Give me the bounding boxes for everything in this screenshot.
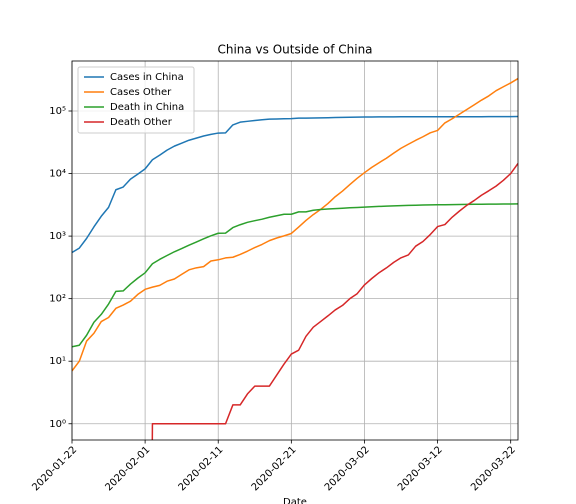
y-tick-label: 10⁰ [49, 419, 66, 430]
x-axis-label: Date [283, 497, 307, 504]
series-line [72, 115, 518, 254]
legend-label: Death Other [110, 117, 173, 128]
y-tick-label: 10⁴ [49, 169, 66, 180]
legend-box [77, 66, 195, 134]
series-line [151, 163, 518, 440]
legend: Cases in China Cases Other Death in China D… [77, 66, 195, 134]
y-tick-label: 10³ [49, 231, 66, 242]
chart-title: China vs Outside of China [217, 43, 372, 57]
legend-label: Cases in China [110, 72, 184, 83]
plot-area [72, 77, 518, 440]
series-line [72, 203, 518, 348]
axes-frame [71, 60, 519, 441]
y-tick-label: 10² [49, 294, 66, 305]
y-tick-label: 10⁵ [49, 106, 66, 117]
y-tick-label: 10¹ [49, 356, 66, 367]
series-line [72, 77, 518, 372]
legend-label: Cases Other [110, 87, 172, 98]
legend-label: Death in China [110, 102, 184, 113]
